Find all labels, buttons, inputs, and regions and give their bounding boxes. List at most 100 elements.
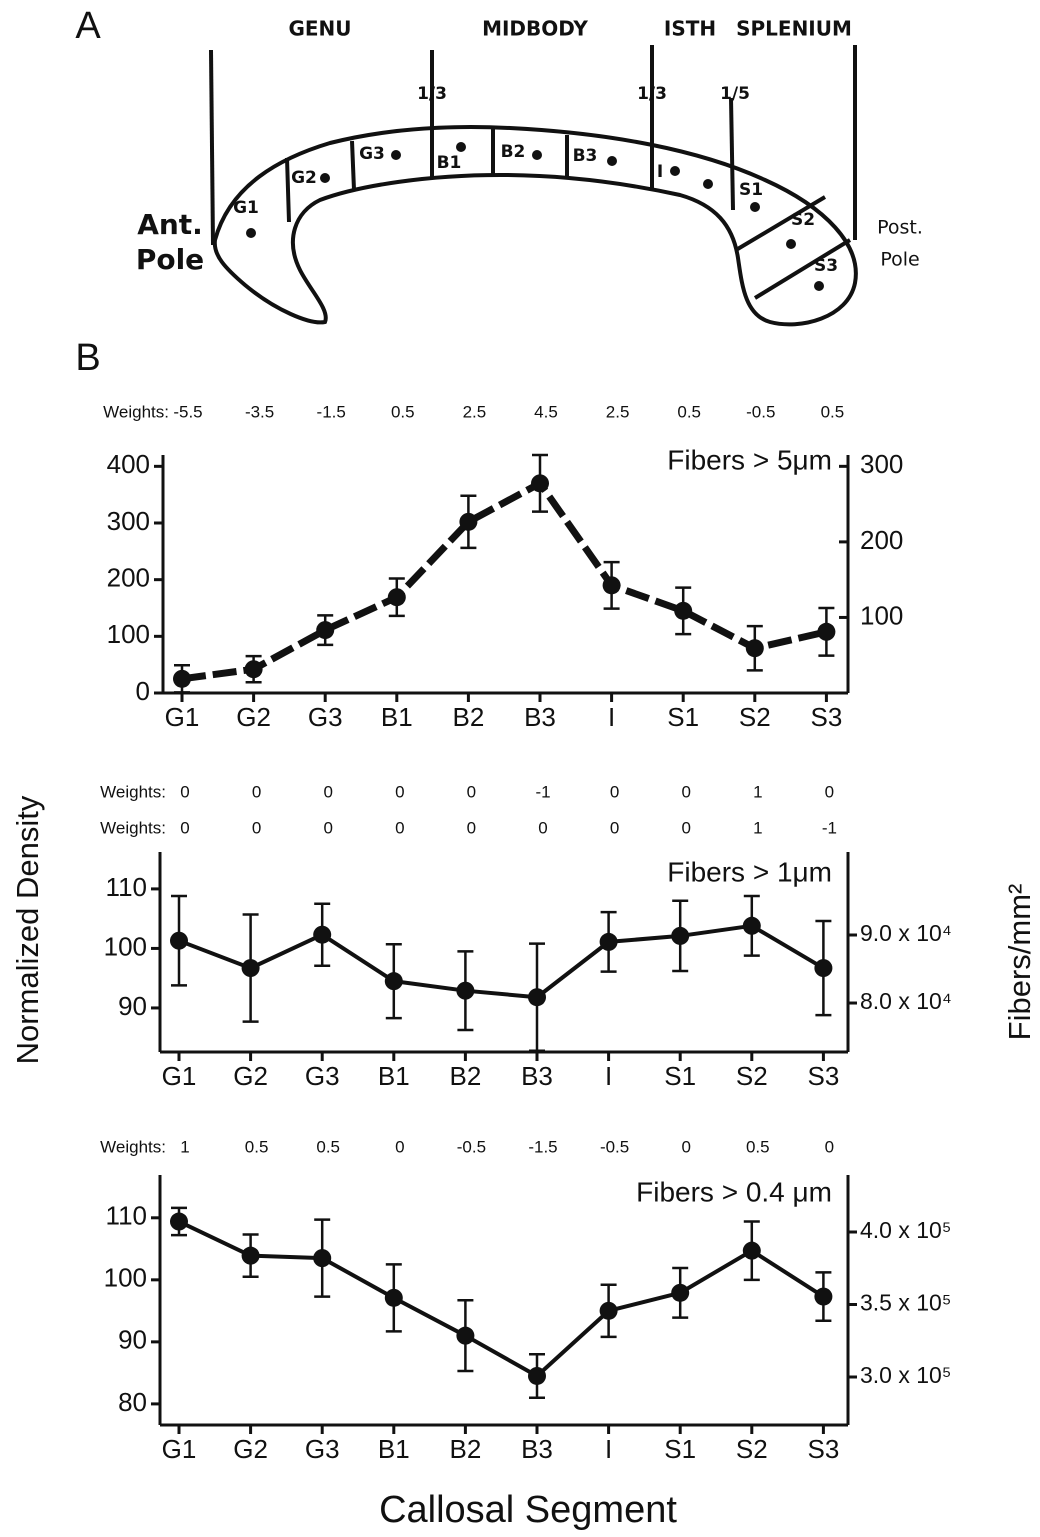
x-tick-label: B3 xyxy=(521,1061,553,1091)
y2-tick-label: 3.0 x 10⁵ xyxy=(860,1362,951,1388)
callosum-outline xyxy=(212,124,858,327)
segment-label: G1 xyxy=(233,198,259,218)
y-tick-label: 100 xyxy=(104,931,147,961)
weight-value: 0 xyxy=(610,818,619,837)
x-tick-label: S1 xyxy=(667,702,699,732)
weight-value: 0 xyxy=(467,782,476,801)
weight-value: 2.5 xyxy=(463,402,487,421)
data-point xyxy=(742,916,761,935)
weight-value: 0 xyxy=(395,782,404,801)
pole-label: Post. xyxy=(877,217,923,239)
y-tick-label: 100 xyxy=(107,619,150,649)
segment-dot xyxy=(786,239,796,249)
segment-label: G2 xyxy=(291,168,317,188)
y-tick-label: 0 xyxy=(136,676,150,706)
y-tick-label: 80 xyxy=(118,1387,147,1417)
x-tick-label: S1 xyxy=(664,1061,696,1091)
x-tick-label: S3 xyxy=(807,1061,839,1091)
x-tick-label: I xyxy=(608,702,615,732)
data-point xyxy=(384,972,403,991)
segment-label: B1 xyxy=(437,153,462,173)
weight-value: 0 xyxy=(610,782,619,801)
y-tick-label: 90 xyxy=(118,991,147,1021)
segment-dot xyxy=(750,202,760,212)
segment-dot xyxy=(670,166,680,176)
data-point xyxy=(170,931,188,950)
weight-value: -1 xyxy=(822,818,837,837)
weight-value: -3.5 xyxy=(245,402,274,421)
segment-dot xyxy=(607,156,617,166)
region-line xyxy=(729,97,735,211)
segment-dot xyxy=(246,228,256,238)
x-tick-label: B3 xyxy=(524,702,556,732)
x-tick-label: G1 xyxy=(162,1434,197,1464)
pole-label: Ant. xyxy=(137,208,203,241)
panel-label: B xyxy=(75,337,100,379)
panel-label: A xyxy=(75,5,101,47)
data-point xyxy=(456,981,475,1000)
segment-label: B2 xyxy=(501,142,526,162)
weight-value: -0.5 xyxy=(746,402,775,421)
x-tick-label: B1 xyxy=(381,702,413,732)
x-tick-label: B2 xyxy=(449,1434,481,1464)
weight-value: 0 xyxy=(538,818,547,837)
region-line xyxy=(209,49,215,246)
weight-value: 0.5 xyxy=(245,1137,269,1156)
segment-divider xyxy=(285,157,291,223)
x-tick-label: G2 xyxy=(233,1061,268,1091)
data-point xyxy=(244,660,263,679)
x-tick-label: G2 xyxy=(233,1434,268,1464)
segment-divider xyxy=(753,238,852,300)
x-tick-label: S1 xyxy=(664,1434,696,1464)
x-tick-label: G1 xyxy=(165,702,200,732)
y2-tick-label: 4.0 x 10⁵ xyxy=(860,1217,951,1243)
data-point xyxy=(384,1288,403,1307)
x-tick-label: G3 xyxy=(305,1434,340,1464)
weight-value: 0 xyxy=(395,818,404,837)
data-point xyxy=(313,1249,332,1268)
x-tick-label: B2 xyxy=(449,1061,481,1091)
x-tick-label: I xyxy=(605,1061,612,1091)
region-label: ISTH xyxy=(664,17,716,41)
annotation: Fibers > 0.4 μm xyxy=(636,1176,832,1207)
data-point xyxy=(814,1287,833,1306)
segment-label: S3 xyxy=(814,256,838,276)
data-point xyxy=(674,601,693,620)
weight-value: 1 xyxy=(180,1137,189,1156)
weight-value: 0.5 xyxy=(821,402,845,421)
y2-tick-label: 9.0 x 10⁴ xyxy=(860,920,952,946)
segment-dot xyxy=(532,150,542,160)
diagram-dots xyxy=(246,142,824,291)
x-tick-label: I xyxy=(605,1434,612,1464)
segment-label: I xyxy=(657,162,663,182)
data-point xyxy=(170,1212,188,1231)
data-point xyxy=(531,474,549,493)
weight-value: 0 xyxy=(180,818,189,837)
region-label: SPLENIUM xyxy=(736,17,852,41)
fraction-label: 1/5 xyxy=(720,84,750,104)
pole-label: Pole xyxy=(136,243,204,276)
segment-divider xyxy=(734,195,827,252)
y2-tick-label: 3.5 x 10⁵ xyxy=(860,1290,951,1316)
x-tick-label: B2 xyxy=(452,702,484,732)
weight-value: 0 xyxy=(825,782,834,801)
segment-dot xyxy=(391,150,401,160)
segment-label: S2 xyxy=(791,210,815,230)
data-point xyxy=(814,959,833,978)
x-tick-label: G2 xyxy=(236,702,271,732)
y-tick-label: 400 xyxy=(107,449,150,479)
x-tick-label: S2 xyxy=(739,702,771,732)
data-point xyxy=(241,1246,260,1265)
weight-value: 0 xyxy=(467,818,476,837)
data-point xyxy=(528,988,546,1007)
x-tick-label: B3 xyxy=(521,1434,553,1464)
data-point xyxy=(817,622,836,641)
pole-label: Pole xyxy=(880,249,919,271)
y2-tick-label: 300 xyxy=(860,449,903,479)
data-point xyxy=(671,1283,690,1302)
weights-label: Weights: xyxy=(100,1137,166,1156)
weight-value: -1.5 xyxy=(528,1137,557,1156)
y2-tick-label: 100 xyxy=(860,600,903,630)
y2-axis-label: Fibers/mm² xyxy=(1002,884,1037,1041)
y-tick-label: 90 xyxy=(118,1325,147,1355)
